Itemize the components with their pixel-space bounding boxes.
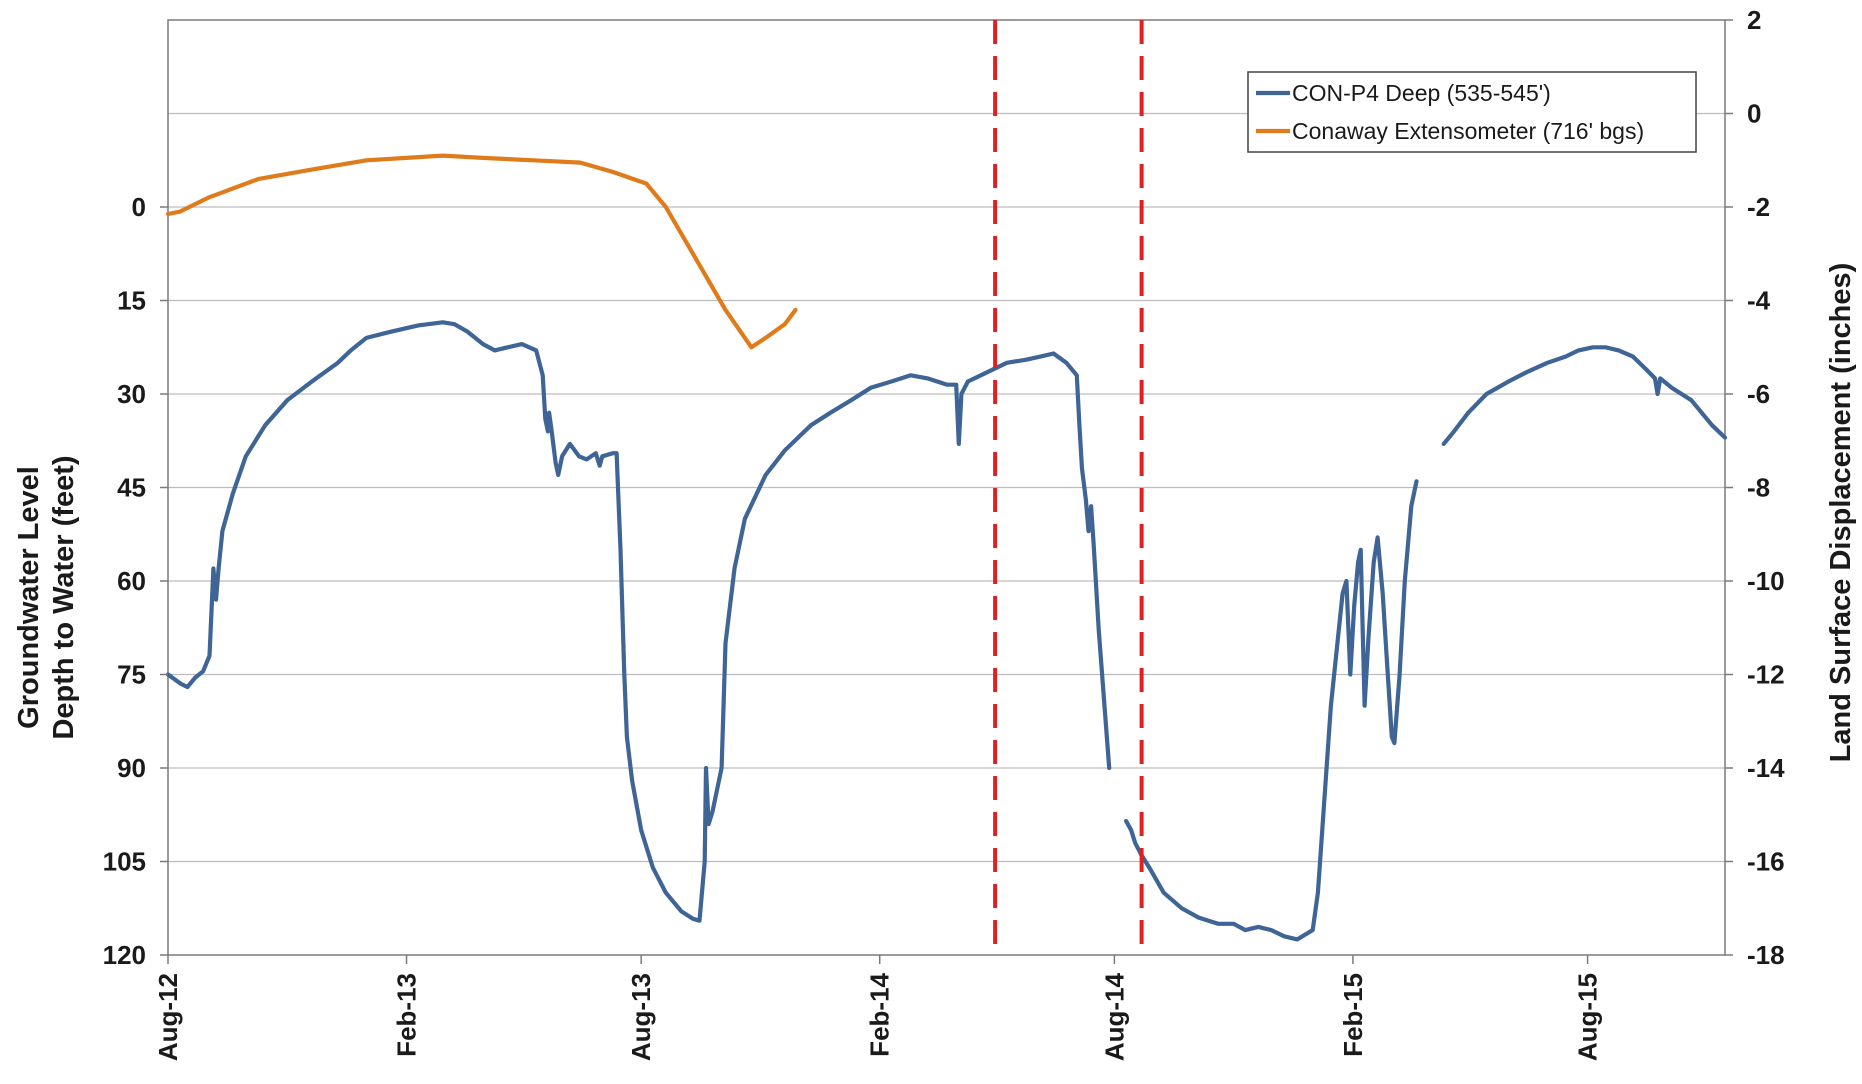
legend-box xyxy=(1247,71,1697,153)
right-axis-tick-label: -6 xyxy=(1747,379,1770,409)
right-axis-tick-label: -2 xyxy=(1747,192,1770,222)
series-groundwater-level xyxy=(165,320,1728,942)
legend-label: Conaway Extensometer (716' bgs) xyxy=(1292,118,1644,144)
right-axis-tick-label: 0 xyxy=(1747,99,1761,129)
left-axis-tick-label: 45 xyxy=(117,473,146,503)
right-axis-tick-label: -10 xyxy=(1747,566,1785,596)
right-axis-tick-label: -8 xyxy=(1747,473,1770,503)
left-axis-title-line: Groundwater Level xyxy=(13,466,45,729)
series-line xyxy=(165,320,1112,923)
right-axis-tick-label: -16 xyxy=(1747,847,1785,877)
left-axis-title-line: Depth to Water (feet) xyxy=(48,455,80,739)
right-axis-tick-label: -18 xyxy=(1747,940,1785,970)
series-layer xyxy=(165,153,1728,942)
series-line xyxy=(1441,345,1728,446)
left-axis-tick-label: 30 xyxy=(117,379,146,409)
right-axis-tick-label: -4 xyxy=(1747,286,1771,316)
axes: 0 15 30 45 60 75 90 105 120 2 0 -2 -4 -6 -8 -10 -12 -14 -1… xyxy=(13,5,1857,1061)
series-line xyxy=(165,153,798,350)
x-axis-tick-label: Feb-13 xyxy=(392,973,422,1057)
x-axis-tick-label: Feb-14 xyxy=(865,972,895,1056)
x-axis-tick-label: Aug-14 xyxy=(1099,972,1129,1061)
x-axis-tick-label: Aug-13 xyxy=(626,973,656,1061)
grid-layer xyxy=(168,112,1725,863)
left-axis-tick-label: 60 xyxy=(117,566,146,596)
left-axis-tick-label: 90 xyxy=(117,753,146,783)
x-axis-tick-label: Aug-12 xyxy=(153,973,183,1061)
legend: CON-P4 Deep (535-545') Conaway Extensomet… xyxy=(1247,71,1697,153)
legend-label: CON-P4 Deep (535-545') xyxy=(1292,80,1551,106)
left-axis-tick-label: 120 xyxy=(103,940,146,970)
x-axis-tick-label: Feb-15 xyxy=(1338,973,1368,1057)
series-extensometer xyxy=(165,153,798,350)
right-axis-title: Land Surface Displacement (inches) xyxy=(1825,263,1857,763)
left-axis-tick-label: 75 xyxy=(117,660,146,690)
series-line xyxy=(1123,479,1419,942)
vertical-markers xyxy=(993,20,1144,955)
x-axis-tick-label: Aug-15 xyxy=(1573,973,1603,1061)
left-axis-tick-label: 0 xyxy=(132,192,146,222)
left-axis-tick-label: 15 xyxy=(117,286,146,316)
right-axis-tick-label: -14 xyxy=(1747,753,1785,783)
right-axis-tick-label: 2 xyxy=(1747,5,1761,35)
right-axis-tick-label: -12 xyxy=(1747,660,1785,690)
left-axis-tick-label: 105 xyxy=(103,847,146,877)
